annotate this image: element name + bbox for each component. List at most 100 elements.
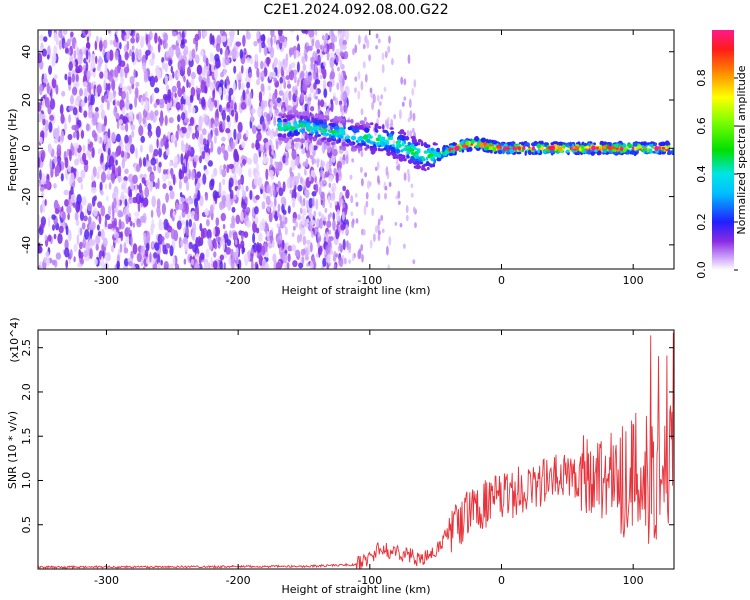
noise-blob bbox=[144, 91, 148, 97]
noise-blob bbox=[169, 190, 175, 200]
noise-blob bbox=[130, 37, 136, 44]
noise-blob bbox=[366, 39, 370, 49]
noise-blob bbox=[119, 60, 126, 68]
noise-blob bbox=[197, 235, 201, 247]
signal-blob bbox=[339, 117, 342, 121]
signal-blob bbox=[352, 148, 355, 152]
noise-blob bbox=[175, 263, 180, 269]
noise-blob bbox=[373, 233, 376, 243]
noise-blob bbox=[256, 131, 262, 142]
noise-blob bbox=[336, 223, 339, 230]
noise-blob bbox=[348, 259, 351, 264]
noise-blob bbox=[305, 199, 309, 210]
noise-blob bbox=[257, 123, 263, 130]
noise-blob bbox=[409, 130, 413, 138]
noise-blob bbox=[384, 119, 388, 127]
noise-blob bbox=[296, 61, 300, 73]
noise-blob bbox=[115, 36, 119, 43]
noise-blob bbox=[395, 160, 399, 165]
noise-blob bbox=[326, 108, 330, 114]
noise-blob bbox=[333, 263, 337, 269]
noise-blob bbox=[355, 218, 359, 224]
noise-blob bbox=[305, 218, 310, 224]
noise-blob bbox=[149, 95, 153, 105]
noise-blob bbox=[217, 146, 222, 155]
signal-blob bbox=[549, 150, 555, 154]
noise-blob bbox=[282, 58, 286, 66]
noise-blob bbox=[132, 222, 136, 228]
noise-blob bbox=[144, 186, 150, 198]
signal-blob bbox=[622, 148, 627, 153]
noise-blob bbox=[260, 41, 266, 49]
noise-blob bbox=[329, 82, 332, 93]
noise-blob bbox=[149, 252, 152, 263]
signal-blob bbox=[288, 136, 293, 140]
noise-blob bbox=[265, 141, 270, 150]
noise-blob bbox=[80, 129, 85, 139]
signal-blob bbox=[565, 143, 571, 147]
noise-blob bbox=[90, 53, 96, 64]
noise-blob bbox=[377, 193, 381, 200]
noise-blob bbox=[132, 243, 138, 255]
noise-blob bbox=[154, 75, 159, 83]
signal-blob bbox=[401, 141, 405, 147]
noise-blob bbox=[87, 202, 93, 212]
noise-blob bbox=[159, 236, 165, 242]
noise-blob bbox=[365, 192, 369, 200]
noise-blob bbox=[294, 249, 300, 257]
noise-blob bbox=[91, 187, 97, 194]
signal-blob bbox=[290, 126, 295, 131]
signal-blob bbox=[590, 151, 595, 156]
noise-blob bbox=[365, 200, 369, 208]
noise-blob bbox=[411, 88, 415, 96]
signal-blob bbox=[399, 155, 404, 160]
noise-blob bbox=[399, 223, 403, 228]
noise-blob bbox=[229, 189, 234, 200]
noise-blob bbox=[186, 150, 191, 157]
noise-blob bbox=[107, 30, 111, 34]
noise-blob bbox=[246, 88, 249, 95]
noise-blob bbox=[249, 190, 253, 200]
noise-blob bbox=[336, 160, 342, 171]
signal-blob bbox=[389, 127, 394, 130]
signal-blob bbox=[293, 109, 299, 115]
noise-blob bbox=[81, 196, 87, 206]
signal-blob bbox=[311, 118, 316, 123]
noise-blob bbox=[338, 72, 341, 81]
noise-blob bbox=[301, 105, 305, 111]
signal-blob bbox=[308, 136, 312, 140]
noise-blob bbox=[282, 181, 286, 193]
noise-blob bbox=[260, 83, 265, 93]
noise-blob bbox=[39, 136, 43, 144]
noise-blob bbox=[304, 30, 309, 35]
noise-blob bbox=[118, 218, 122, 230]
noise-blob bbox=[211, 173, 216, 180]
noise-blob bbox=[155, 125, 161, 138]
noise-blob bbox=[323, 47, 327, 53]
noise-blob bbox=[407, 117, 411, 123]
noise-blob bbox=[219, 47, 223, 55]
signal-blob bbox=[462, 143, 467, 149]
noise-blob bbox=[360, 80, 364, 91]
noise-blob bbox=[46, 257, 50, 267]
noise-blob bbox=[209, 81, 215, 91]
noise-blob bbox=[194, 54, 200, 63]
noise-blob bbox=[192, 221, 197, 234]
noise-blob bbox=[46, 82, 50, 95]
noise-blob bbox=[154, 87, 160, 94]
noise-blob bbox=[188, 241, 193, 250]
noise-blob bbox=[86, 70, 91, 81]
noise-blob bbox=[195, 183, 198, 196]
noise-blob bbox=[123, 116, 128, 124]
noise-blob bbox=[316, 48, 321, 54]
y-tick-label: 1.5 bbox=[20, 427, 33, 445]
noise-blob bbox=[319, 169, 323, 177]
noise-blob bbox=[192, 243, 198, 253]
noise-blob bbox=[123, 258, 129, 267]
noise-blob bbox=[188, 218, 192, 228]
noise-blob bbox=[203, 261, 209, 269]
noise-blob bbox=[64, 239, 69, 251]
noise-blob bbox=[326, 220, 332, 228]
noise-blob bbox=[72, 107, 78, 116]
noise-blob bbox=[58, 30, 63, 38]
